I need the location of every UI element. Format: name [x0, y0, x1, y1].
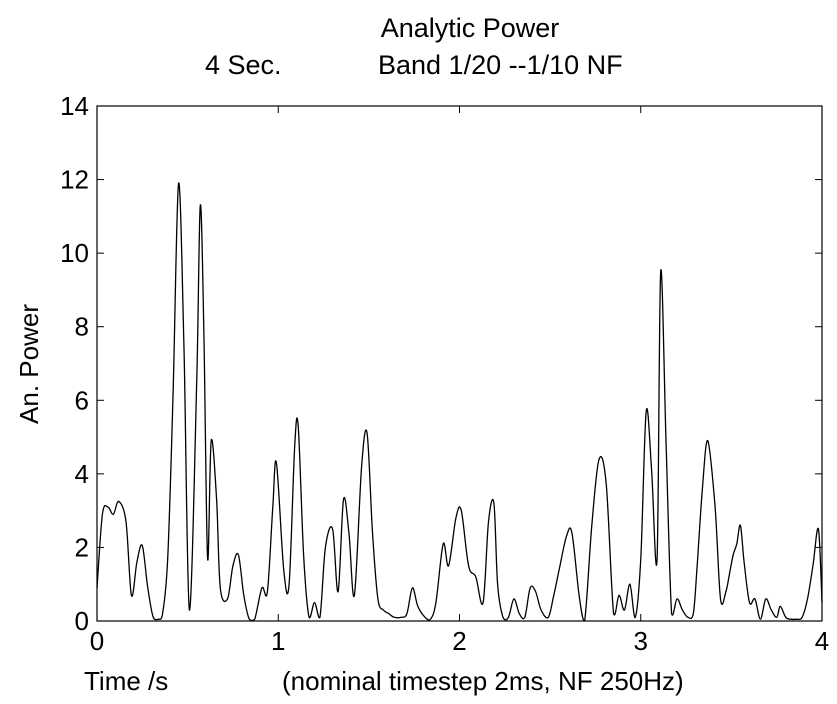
- x-tick-label: 3: [634, 626, 648, 656]
- y-tick-label: 4: [75, 459, 89, 489]
- y-tick-label: 14: [60, 91, 89, 121]
- series-line: [96, 182, 823, 622]
- y-tick-label: 0: [75, 606, 89, 636]
- x-tick-label: 2: [452, 626, 466, 656]
- chart-subtitle-right: Band 1/20 --1/10 NF: [378, 50, 623, 80]
- x-axis-note: (nominal timestep 2ms, NF 250Hz): [282, 666, 684, 696]
- chart-title: Analytic Power: [381, 13, 560, 43]
- chart-subtitle-left: 4 Sec.: [205, 50, 282, 80]
- x-tick-label: 0: [90, 626, 104, 656]
- y-tick-label: 12: [60, 165, 89, 195]
- x-axis-label: Time /s: [84, 666, 168, 696]
- y-tick-label: 8: [75, 312, 89, 342]
- y-tick-label: 10: [60, 238, 89, 268]
- y-tick-label: 2: [75, 532, 89, 562]
- y-axis-label: An. Power: [14, 304, 44, 424]
- x-tick-label: 4: [815, 626, 829, 656]
- axes-box: [96, 105, 823, 622]
- y-tick-label: 6: [75, 385, 89, 415]
- x-tick-label: 1: [271, 626, 285, 656]
